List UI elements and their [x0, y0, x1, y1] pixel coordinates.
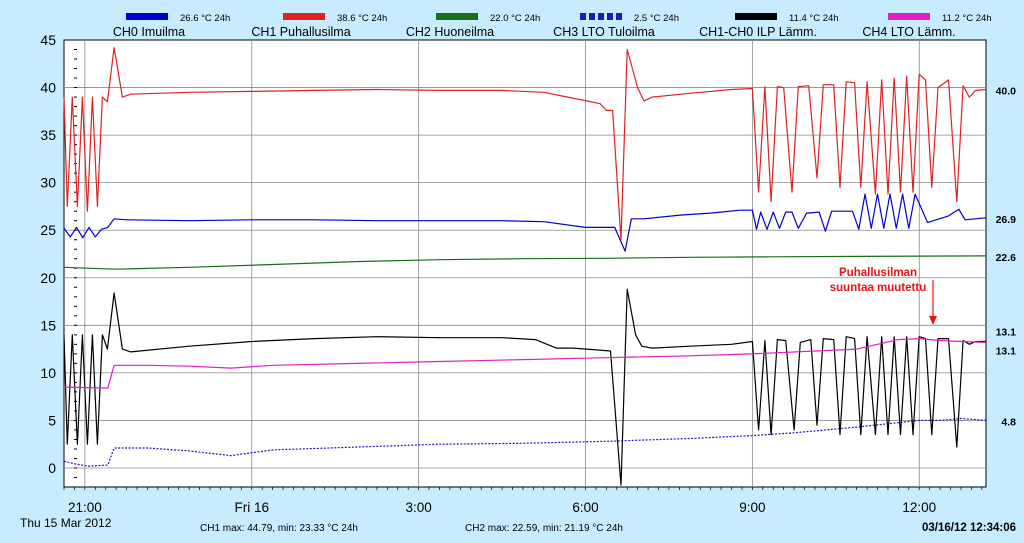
y-tick-label: 40: [40, 80, 56, 96]
legend-value-2: 22.0 °C 24h: [490, 13, 540, 24]
end-label-4: 13.1: [996, 326, 1017, 338]
x-axis: 21:00 Fri 16 3:00 6:00 9:00 12:00: [68, 500, 936, 515]
annotation-line-1: Puhallusilman: [839, 267, 917, 279]
legend-name-4: CH1-CH0 ILP Lämm.: [699, 25, 817, 39]
annotation-line-2: suuntaa muutettu: [830, 282, 926, 294]
y-tick-label: 5: [48, 412, 56, 428]
legend-swatch-3-dash: [607, 13, 613, 20]
legend-swatch-2: [436, 13, 478, 20]
x-tick-label: 9:00: [739, 500, 765, 515]
y-tick-label: 30: [40, 175, 56, 191]
start-date: Thu 15 Mar 2012: [20, 516, 112, 530]
end-label-3: 4.8: [1001, 416, 1016, 428]
end-labels: 26.9 40.0 22.6 4.8 13.1 13.1: [996, 85, 1017, 428]
legend-name-1: CH1 Puhallusilma: [251, 25, 350, 39]
y-tick-label: 0: [48, 460, 56, 476]
series-line-3: [63, 417, 987, 467]
ch2-stats: CH2 max: 22.59, min: 21.19 °C 24h: [465, 523, 623, 534]
legend-value-1: 38.6 °C 24h: [337, 13, 387, 24]
y-tick-label: 45: [40, 32, 56, 48]
legend-name-2: CH2 Huoneilma: [406, 25, 494, 39]
timestamp: 03/16/12 12:34:06: [922, 522, 1016, 534]
annotation: Puhallusilman suuntaa muutettu: [830, 267, 937, 325]
series-line-0: [63, 193, 987, 252]
legend-swatch-5: [888, 13, 930, 20]
x-tick-label: Fri 16: [234, 500, 269, 515]
y-tick-label: 35: [40, 127, 56, 143]
legend-value-0: 26.6 °C 24h: [180, 13, 230, 24]
series-line-4: [63, 288, 986, 486]
end-label-0: 26.9: [996, 214, 1017, 226]
series-line-5: [63, 338, 987, 389]
y-tick-label: 10: [40, 365, 56, 381]
grid: [63, 39, 986, 490]
legend-swatch-0: [126, 13, 168, 20]
legend-swatch-4: [735, 13, 777, 20]
legend-name-5: CH4 LTO Lämm.: [862, 25, 955, 39]
y-tick-label: 15: [40, 317, 56, 333]
legend-swatch-3-dash: [589, 13, 595, 20]
end-label-2: 22.6: [996, 252, 1017, 264]
legend-swatch-3-dash: [598, 13, 604, 20]
legend-value-4: 11.4 °C 24h: [789, 13, 839, 24]
annotation-arrowhead: [929, 316, 937, 325]
legend-swatch-1: [283, 13, 325, 20]
plot-area: [63, 39, 987, 488]
legend-swatch-3-dash: [616, 13, 622, 20]
x-tick-label: 12:00: [902, 500, 936, 515]
y-axis: 0 5 10 15 20 25 30 35 40 45: [40, 32, 56, 476]
x-tick-label: 3:00: [405, 500, 431, 515]
x-tick-label: 6:00: [572, 500, 598, 515]
end-label-5: 13.1: [996, 345, 1017, 357]
y-tick-label: 20: [40, 270, 56, 286]
legend-name-0: CH0 Imuilma: [113, 25, 185, 39]
x-tick-label: 21:00: [68, 500, 102, 515]
series-line-2: [63, 255, 987, 270]
end-label-1: 40.0: [996, 85, 1017, 97]
series-lines: [63, 47, 987, 486]
legend-swatch-3-dash: [580, 13, 586, 20]
legend-value-5: 11.2 °C 24h: [942, 13, 992, 24]
legend-value-3: 2.5 °C 24h: [634, 13, 679, 24]
series-line-1: [63, 47, 987, 241]
y-tick-label: 25: [40, 222, 56, 238]
legend-name-3: CH3 LTO Tuloilma: [553, 25, 655, 39]
ch1-stats: CH1 max: 44.79, min: 23.33 °C 24h: [200, 523, 358, 534]
